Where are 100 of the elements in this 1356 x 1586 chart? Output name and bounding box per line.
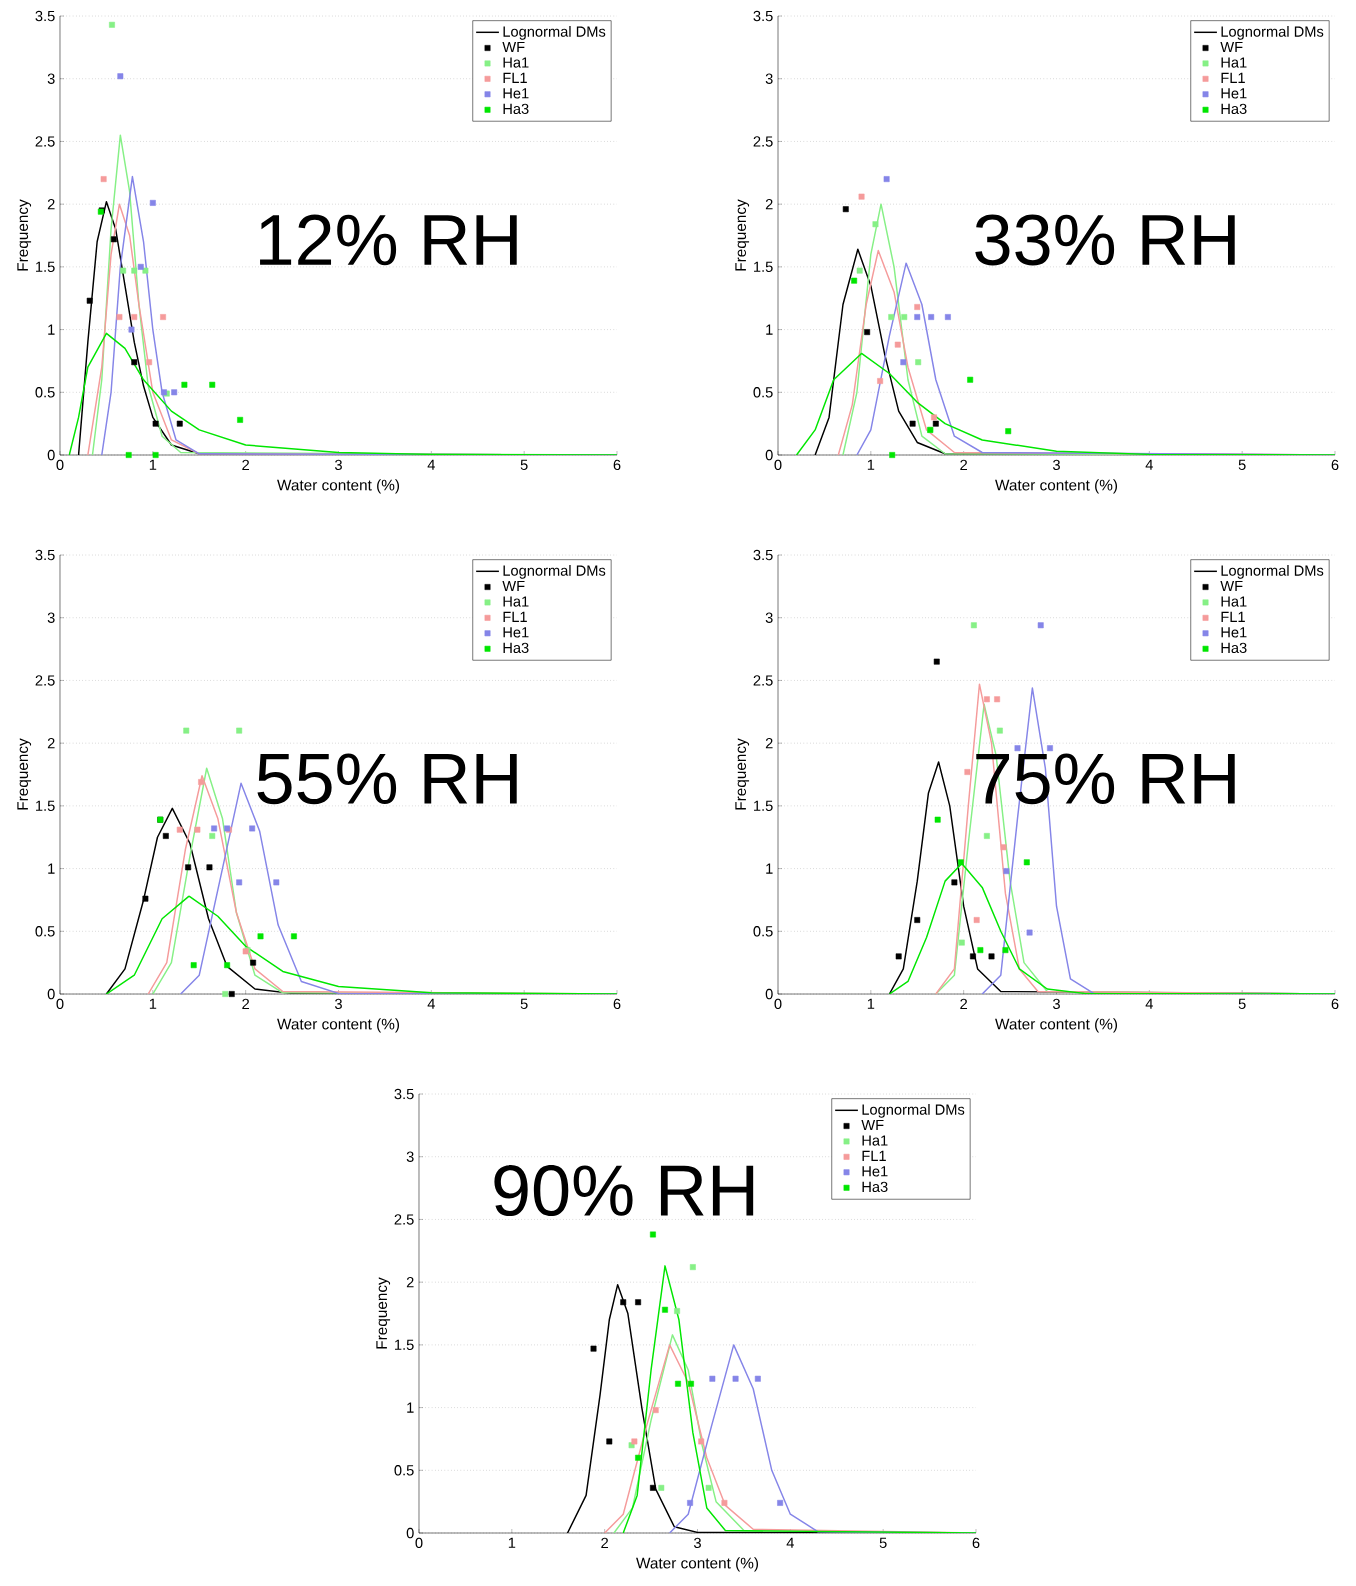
y-tick-label: 3	[47, 612, 55, 623]
legend-label: Ha1	[1221, 596, 1247, 607]
legend-label: He1	[1221, 88, 1247, 99]
legend-label: Ha3	[862, 1181, 888, 1193]
y-tick-label: 1.5	[754, 800, 773, 811]
y-tick-label: 0	[765, 988, 773, 1000]
legend-label: WF	[861, 1119, 884, 1131]
legend-label: Ha1	[1221, 57, 1247, 68]
y-tick-label: 0	[406, 1527, 414, 1539]
y-tick-label: 1.5	[395, 1339, 414, 1350]
legend-label: Ha3	[1221, 103, 1247, 115]
legend-label: Ha3	[503, 642, 529, 654]
annotation: 33% RH	[975, 214, 1235, 266]
annotation: 75% RH	[976, 753, 1235, 805]
y-axis-title: Frequency	[735, 199, 750, 271]
y-tick-label: 1.5	[754, 261, 773, 272]
legend-label: Lognormal DMs	[1221, 26, 1324, 40]
x-tick-label: 6	[613, 998, 621, 1010]
y-tick-label: 2.5	[35, 136, 55, 147]
y-tick-label: 2.5	[35, 675, 55, 686]
legend-label: FL1	[1221, 611, 1245, 622]
y-tick-label: 1.5	[36, 800, 55, 811]
y-tick-label: 0.5	[35, 926, 55, 937]
legend-label: He1	[503, 627, 529, 638]
y-axis-title: Frequency	[17, 738, 32, 810]
y-tick-label: 3.5	[753, 549, 773, 561]
x-tick-label: 3	[693, 1537, 701, 1549]
legend-label: FL1	[503, 611, 527, 622]
x-tick-label: 1	[149, 998, 157, 1009]
annotation: 55% RH	[257, 753, 517, 805]
y-axis-title: Frequency	[376, 1277, 391, 1349]
y-tick-label: 3	[406, 1151, 414, 1162]
x-axis-title: Water content (%)	[636, 1557, 759, 1572]
y-tick-label: 0	[765, 449, 773, 461]
y-tick-label: 2.5	[753, 675, 773, 686]
y-tick-label: 1	[48, 863, 55, 874]
y-tick-label: 3.5	[753, 10, 773, 22]
y-tick-label: 3	[765, 612, 773, 623]
x-tick-label: 3	[334, 459, 342, 471]
legend-label: WF	[502, 580, 525, 592]
x-tick-label: 6	[613, 459, 621, 471]
legend-label: He1	[862, 1166, 888, 1177]
x-tick-label: 4	[427, 998, 435, 1009]
x-tick-label: 0	[415, 1537, 423, 1549]
legend-label: He1	[1221, 627, 1247, 638]
y-tick-label: 0.5	[394, 1465, 414, 1476]
y-tick-label: 3.5	[35, 10, 55, 22]
legend-label: FL1	[1221, 72, 1245, 83]
x-tick-label: 1	[867, 998, 875, 1009]
y-tick-label: 2	[406, 1277, 414, 1288]
y-tick-label: 3	[47, 73, 55, 84]
x-tick-label: 3	[1052, 459, 1060, 471]
legend-label: Lognormal DMs	[862, 1104, 965, 1118]
x-tick-label: 5	[1238, 998, 1246, 1009]
legend-label: Ha3	[503, 103, 529, 115]
x-tick-label: 4	[786, 1537, 794, 1548]
x-tick-label: 2	[242, 998, 250, 1009]
y-tick-label: 3.5	[394, 1088, 414, 1100]
y-tick-label: 2	[765, 738, 773, 749]
legend-label: Ha1	[503, 57, 529, 68]
legend-label: Ha1	[503, 596, 529, 607]
x-tick-label: 2	[960, 459, 968, 470]
legend-label: Lognormal DMs	[1221, 565, 1324, 579]
y-axis-title: Frequency	[17, 199, 32, 271]
x-tick-label: 3	[334, 998, 342, 1010]
legend-label: Lognormal DMs	[503, 565, 606, 579]
y-tick-label: 0.5	[753, 387, 773, 398]
y-tick-label: 1	[766, 324, 773, 335]
legend-label: FL1	[503, 72, 527, 83]
x-tick-label: 5	[879, 1537, 887, 1548]
x-tick-label: 0	[56, 459, 64, 471]
x-tick-label: 0	[56, 998, 64, 1010]
y-tick-label: 2.5	[753, 136, 773, 147]
legend-label: Ha3	[1221, 642, 1247, 654]
x-tick-label: 2	[960, 998, 968, 1009]
legend-label: WF	[502, 41, 525, 53]
x-tick-label: 4	[1145, 459, 1153, 470]
x-tick-label: 0	[774, 998, 782, 1010]
annotation: 12% RH	[260, 214, 517, 266]
x-tick-label: 1	[149, 459, 157, 470]
y-tick-label: 0	[47, 449, 55, 461]
legend-label: WF	[1220, 41, 1243, 53]
y-tick-label: 1	[766, 863, 773, 874]
y-tick-label: 0.5	[753, 926, 773, 937]
annotation: 90% RH	[494, 1165, 754, 1217]
x-tick-label: 4	[1145, 998, 1153, 1009]
y-tick-label: 1	[407, 1402, 414, 1413]
x-tick-label: 1	[508, 1537, 516, 1548]
legend-label: Ha1	[862, 1135, 888, 1146]
x-tick-label: 5	[1238, 459, 1246, 470]
legend-label: He1	[503, 88, 529, 99]
y-tick-label: 2	[765, 199, 773, 210]
x-tick-label: 5	[520, 998, 528, 1009]
y-tick-label: 2	[47, 738, 55, 749]
y-tick-label: 1	[48, 324, 55, 335]
x-tick-label: 0	[774, 459, 782, 471]
y-tick-label: 1.5	[36, 261, 55, 272]
x-axis-title: Water content (%)	[995, 1018, 1118, 1033]
x-tick-label: 2	[601, 1537, 609, 1548]
x-tick-label: 6	[972, 1537, 980, 1549]
